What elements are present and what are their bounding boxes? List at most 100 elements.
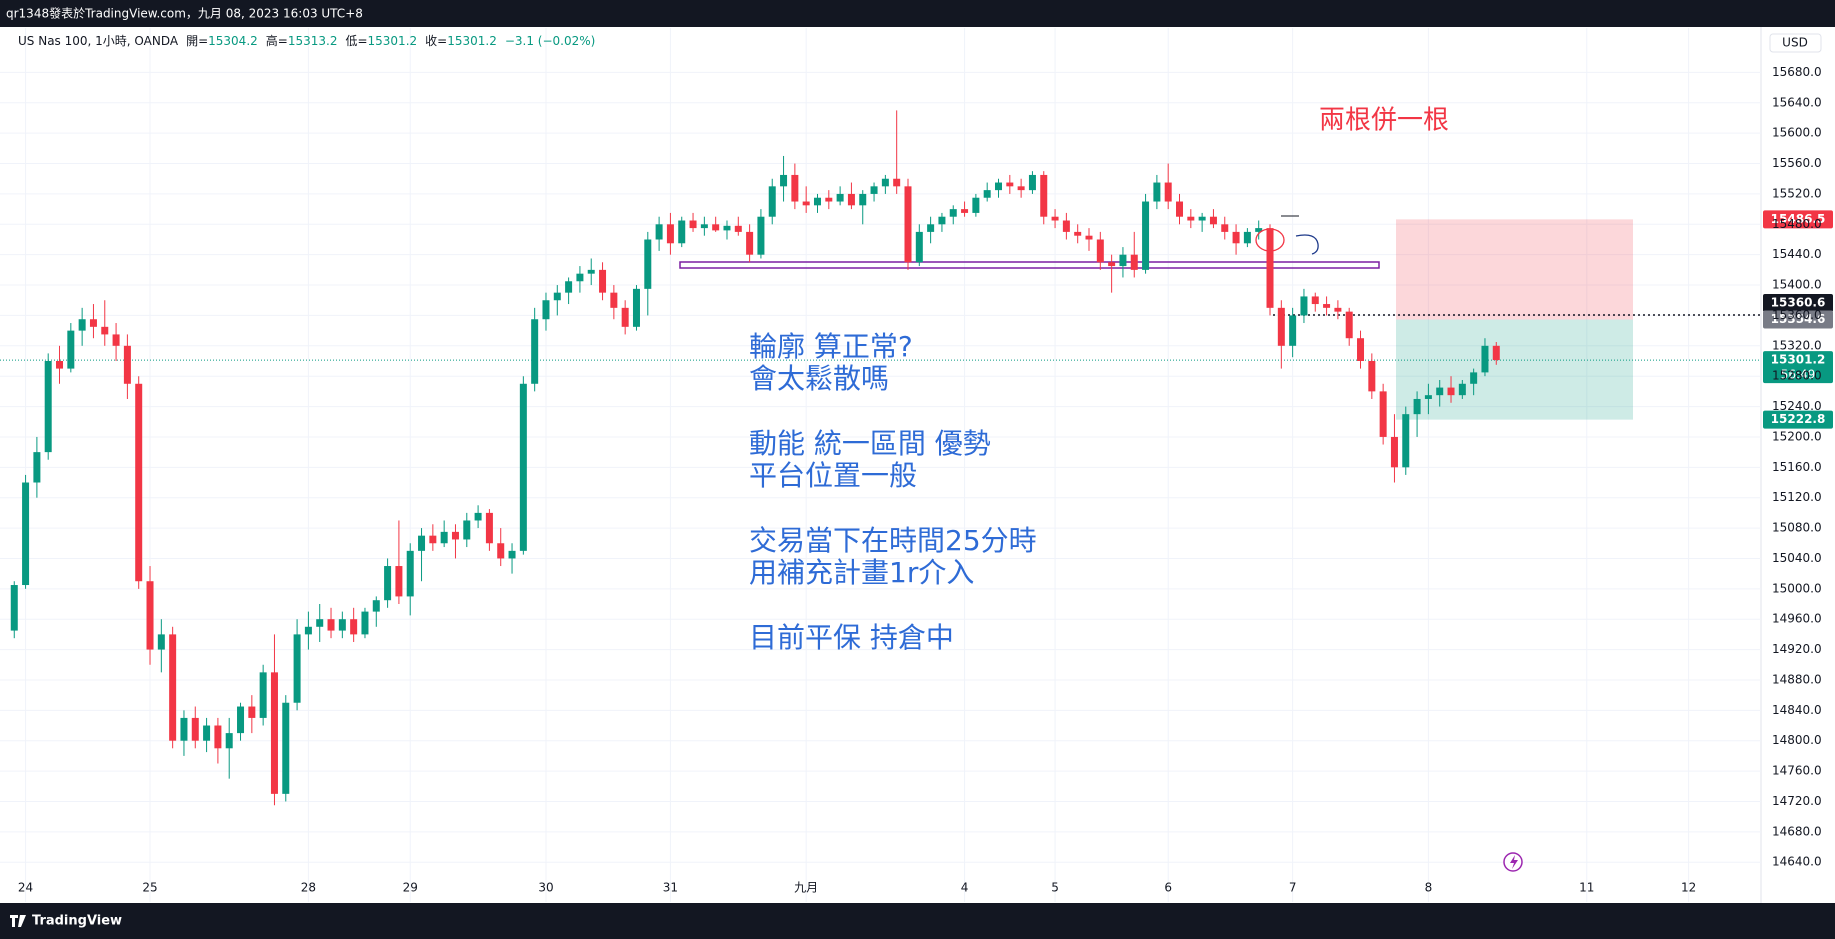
annotation: 兩根併一根 <box>1319 106 1449 136</box>
y-tick-label: 15240.0 <box>1772 399 1822 413</box>
range-box <box>679 261 1380 269</box>
candle-body <box>553 292 561 301</box>
candle-body <box>1277 307 1285 346</box>
price-label: 15360.6 <box>1771 295 1826 309</box>
candle-body <box>576 273 584 282</box>
candle-body <box>961 209 969 213</box>
y-tick-label: 15160.0 <box>1772 460 1822 474</box>
candle-body <box>372 600 380 612</box>
y-tick-label: 14800.0 <box>1772 733 1822 747</box>
candle-body <box>361 611 369 635</box>
candle-body <box>587 269 595 274</box>
y-tick-label: 15120.0 <box>1772 490 1822 504</box>
y-tick-label: 15080.0 <box>1772 521 1822 535</box>
y-tick-label: 14760.0 <box>1772 764 1822 778</box>
candle-body <box>180 717 188 741</box>
candle-body <box>1074 231 1082 236</box>
y-tick-label: 15400.0 <box>1772 278 1822 292</box>
legend-change: −3.1 (−0.02%) <box>505 34 596 48</box>
candle-body <box>169 634 177 741</box>
note-line: 目前平保 持倉中 <box>749 621 954 654</box>
candle-body <box>531 319 539 384</box>
y-tick-label: 15320.0 <box>1772 338 1822 352</box>
candle-body <box>1062 220 1070 232</box>
candle-body <box>225 733 233 749</box>
candle-body <box>1017 186 1025 191</box>
y-tick-label: 14920.0 <box>1772 642 1822 656</box>
y-tick-label: 15280.0 <box>1772 369 1822 383</box>
candle-body <box>859 193 867 206</box>
y-tick-label: 15040.0 <box>1772 551 1822 565</box>
candle-body <box>768 186 776 217</box>
candle-body <box>1470 372 1478 384</box>
candle-body <box>123 345 131 384</box>
alert-bolt <box>1510 855 1518 869</box>
x-tick-label: 5 <box>1051 881 1059 895</box>
candle-body <box>994 182 1002 191</box>
candle-body <box>270 672 278 794</box>
candle-body <box>655 224 663 240</box>
legend-field-label: 開= <box>186 34 208 48</box>
candle-body <box>1153 182 1161 202</box>
candle-body <box>1108 262 1116 267</box>
candle-body <box>1447 387 1455 396</box>
currency-box[interactable] <box>1769 33 1822 53</box>
candle-body <box>836 193 844 202</box>
candle-body <box>791 174 799 202</box>
x-tick-label: 6 <box>1164 881 1172 895</box>
y-tick-label: 14880.0 <box>1772 672 1822 686</box>
legend-field-value: 15301.2 <box>368 34 418 48</box>
candle-body <box>915 231 923 263</box>
logo <box>10 915 26 927</box>
y-tick-label: 15680.0 <box>1772 65 1822 79</box>
x-tick-label: 28 <box>301 881 316 895</box>
grid <box>0 28 1761 902</box>
candle-body <box>1390 436 1398 468</box>
candle-body <box>519 383 527 551</box>
candle-body <box>338 619 346 631</box>
y-tick-label: 15200.0 <box>1772 429 1822 443</box>
publisher: qr1348發表於TradingView.com，九月 08, 2023 16:… <box>6 6 363 21</box>
x-tick-label: 25 <box>142 881 157 895</box>
candle-body <box>689 220 697 229</box>
overlay: 15486.5 15360.6 15354.6 15301.256:49 15222.8… <box>749 106 1833 654</box>
candle-body <box>1232 231 1240 244</box>
candle-body <box>44 360 52 453</box>
candle-body <box>621 307 629 327</box>
candle-body <box>1379 391 1387 437</box>
candle-body <box>22 482 30 586</box>
candle-body <box>780 174 788 187</box>
candle-body <box>474 512 482 521</box>
candle-body <box>1402 414 1410 468</box>
candle-body <box>1334 307 1342 312</box>
candle-body <box>1198 216 1206 221</box>
candle-body <box>1323 304 1331 308</box>
legend-field-label: 收= <box>425 34 447 48</box>
candle-body <box>384 566 392 601</box>
y-tick-label: 15520.0 <box>1772 186 1822 200</box>
candle-body <box>1424 395 1432 399</box>
y-tick-label: 14840.0 <box>1772 703 1822 717</box>
x-tick-label: 29 <box>403 881 418 895</box>
candle-body <box>1255 228 1263 232</box>
candle-body <box>1368 360 1376 392</box>
price-label-box <box>1763 351 1833 384</box>
price-label: 15222.8 <box>1771 412 1826 426</box>
x-tick-label: 8 <box>1425 881 1433 895</box>
candle-body <box>293 634 301 703</box>
legend-field-label: 低= <box>345 34 367 48</box>
top-bar <box>0 0 1835 27</box>
bottom-bar <box>0 903 1835 939</box>
legend-field-label: 高= <box>266 33 288 48</box>
hook-arrow <box>1295 234 1319 255</box>
candle-body <box>678 220 686 244</box>
candle-body <box>78 319 86 331</box>
candle-body <box>1458 383 1466 396</box>
candle-body <box>350 619 358 635</box>
candle-body <box>1040 174 1048 217</box>
candle-body <box>1096 239 1104 263</box>
candle-body <box>712 224 720 231</box>
candle-body <box>1221 224 1229 232</box>
candle-body <box>904 186 912 263</box>
